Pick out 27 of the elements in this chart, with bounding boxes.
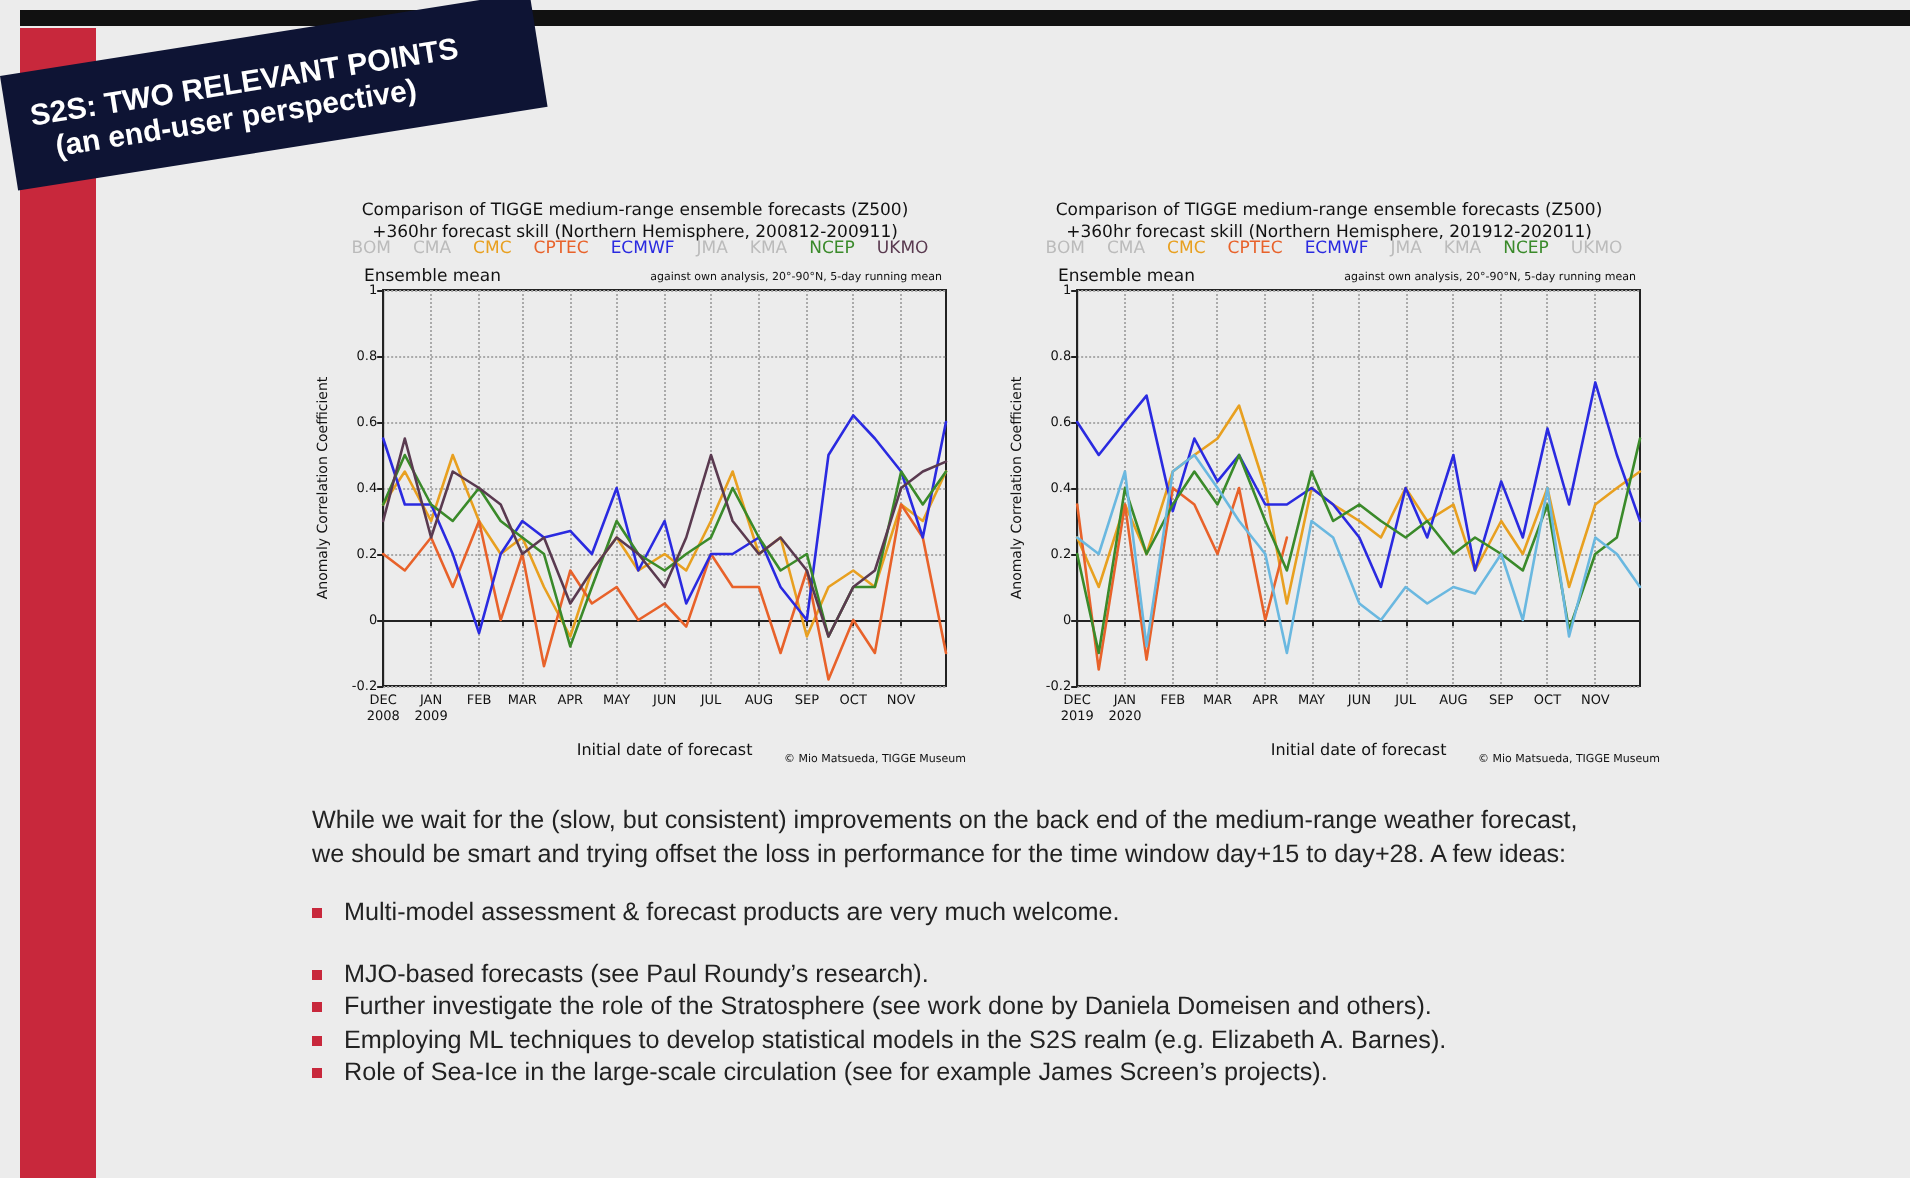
text: UKMO <box>876 239 930 259</box>
text: Ensemble mean <box>364 267 501 287</box>
text: CPTEC <box>533 239 589 259</box>
line-series <box>1075 486 1289 671</box>
legend-label: JMA <box>1388 239 1423 259</box>
text: NCEP <box>809 239 855 259</box>
text: MJO-based forecasts (see Paul Roundy’s research). <box>344 959 929 987</box>
chart-title: Comparison of TIGGE medium-range ensemble forecasts (Z500) +360hr forecast skill (Northern Hemisphere, 201912-202011) <box>1055 201 1603 243</box>
line-series <box>1075 381 1642 589</box>
text: Multi-model assessment & forecast products are very much welcome. <box>344 898 1120 926</box>
line-series <box>1075 404 1642 605</box>
text: Employing ML techniques to develop statistical models in the S2S realm (e.g. Elizabeth A. Barnes). <box>344 1025 1447 1053</box>
text: CMC <box>473 239 512 259</box>
line-series <box>381 503 948 681</box>
x-axis-title: Initial date of forecast <box>1270 741 1447 759</box>
text: Role of Sea-Ice in the large-scale circulation (see for example James Screen’s projects). <box>344 1058 1328 1086</box>
text: While we wait for the (slow, but consistent) improvements on the back end of the medium-range weather forecast, we should be smart and trying offset the loss in performance for the time window day+15 to day+28. A few ideas: <box>312 804 1580 872</box>
text: Further investigate the role of the Stratosphere (see work done by Daniela Domeisen and others). <box>344 992 1432 1020</box>
legend-label: JMA <box>694 239 729 259</box>
text: CPTEC <box>1227 239 1283 259</box>
text: ECMWF <box>610 239 675 259</box>
x-axis-title: Initial date of forecast <box>576 741 753 759</box>
text: Ensemble mean <box>1058 267 1195 287</box>
text: CMC <box>1167 239 1206 259</box>
text: NCEP <box>1503 239 1549 259</box>
text: ECMWF <box>1304 239 1369 259</box>
chart-title: Comparison of TIGGE medium-range ensemble forecasts (Z500) +360hr forecast skill (Northern Hemisphere, 200812-200911) <box>361 201 909 243</box>
